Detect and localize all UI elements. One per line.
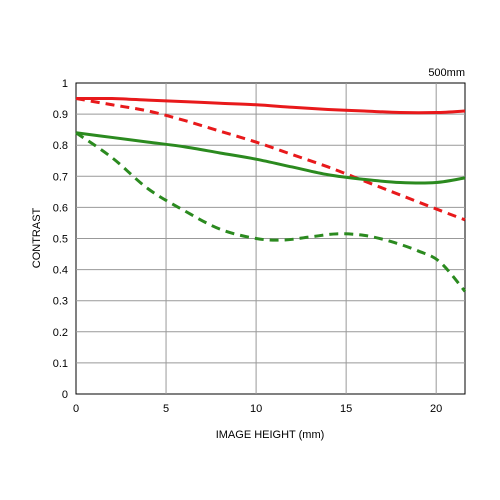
y-tick-label: 0.8 [53,140,68,152]
y-tick-label: 1 [62,78,68,90]
series-line-red-dashed [75,97,466,222]
x-tick-label: 10 [250,403,262,415]
series-line-green-solid [75,131,466,185]
x-tick-label: 0 [73,403,79,415]
x-axis-label: IMAGE HEIGHT (mm) [216,429,325,441]
y-tick-label: 0 [62,389,68,401]
y-tick-label: 0.5 [53,234,68,246]
x-tick-label: 20 [430,403,442,415]
series-line-green-dashed [75,131,467,293]
y-tick-label: 0.4 [53,265,68,277]
y-tick-label: 0.6 [53,202,68,214]
y-tick-label: 0.3 [53,296,68,308]
series-line-red-solid [75,96,466,115]
grid [76,83,465,394]
y-tick-label: 0.7 [53,171,68,183]
x-tick-label: 5 [163,403,169,415]
x-tick-label: 15 [340,403,352,415]
y-tick-label: 0.2 [53,327,68,339]
y-tick-label: 0.9 [53,109,68,121]
y-axis-label: CONTRAST [31,207,43,268]
y-tick-label: 0.1 [53,358,68,370]
focal-length-label: 500mm [428,67,465,79]
series-layer [75,96,467,293]
ticks-layer: 0 5 10 15 20 0 0.1 0.2 0.3 0.4 0.5 0.6 0.7 0.8 0.9 1 [53,78,443,415]
